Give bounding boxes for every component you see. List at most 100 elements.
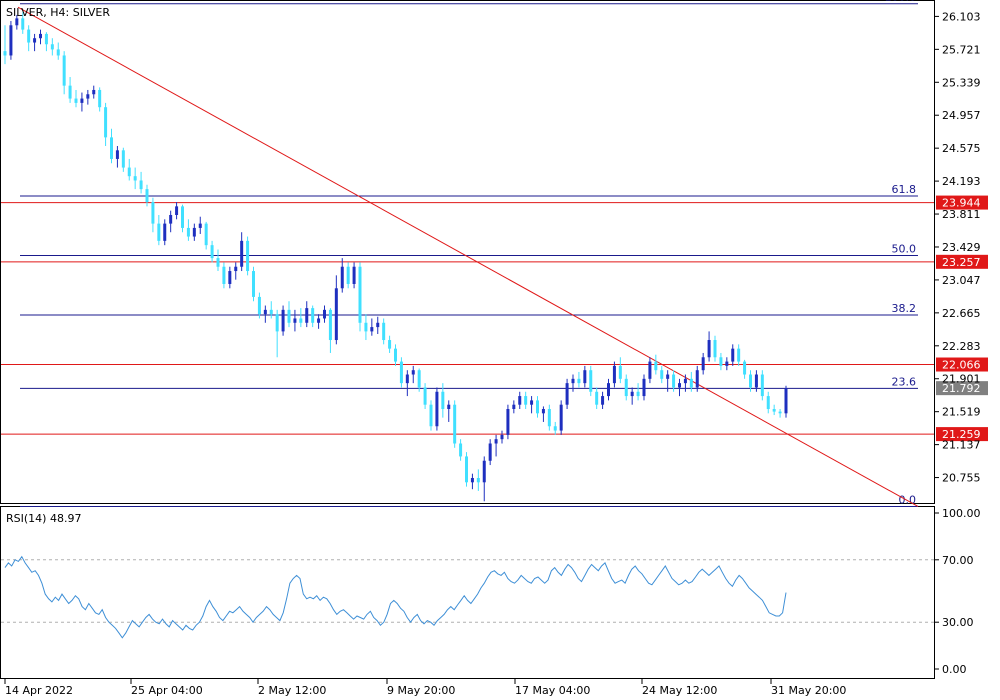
candle-body [388,340,392,349]
candle-body [175,206,179,215]
candle-body [470,477,474,483]
candle-body [459,443,463,457]
level-price-tag [936,427,988,442]
candle-body [246,240,250,272]
price-axis: 26.103 25.721 25.339 24.957 24.575 24.193 23.8… [935,10,981,485]
candle-body [772,409,776,412]
fib-level-label: 38.2 [892,302,917,315]
candle-body [299,318,303,323]
price-tick-label: 21.137 [942,439,981,452]
candle-body [121,150,125,168]
candle-body [115,150,119,159]
candle-body [476,477,480,483]
candle-body [766,396,770,410]
candle-body [317,318,321,323]
candle-body [9,25,13,56]
candle-body [305,308,309,323]
time-axis: 14 Apr 2022 25 Apr 04:00 2 May 12:00 9 May … [4,679,846,697]
price-tick-label: 24.193 [942,175,981,188]
price-tick-label: 22.665 [942,307,981,320]
candle-body [423,387,427,405]
candle-body [577,378,581,384]
candle-body [411,370,415,375]
candle-body [139,180,143,190]
candle-body [228,271,232,284]
candle-body [222,266,226,284]
candle-body [624,378,628,397]
candle-body [376,322,380,328]
level-price-tag-label: 23.257 [942,256,981,269]
candle-body [494,439,498,444]
candle-body [719,357,723,366]
candle-body [683,378,687,384]
level-price-tag-label: 22.066 [942,359,981,372]
candle-body [358,266,362,323]
rsi-tick-label: 30.00 [942,616,974,629]
candle-body [293,318,297,323]
candle-body [559,404,563,431]
candle-body [500,434,504,440]
price-tick-label: 23.047 [942,274,981,287]
level-price-tag [936,357,988,372]
time-tick-label: 24 May 12:00 [642,684,717,697]
candle-body [571,378,575,384]
candle-body [382,322,386,341]
candle-body [334,288,338,341]
current-price-tag [936,381,988,396]
candle-body [713,340,717,358]
price-tick-label: 20.755 [942,472,981,485]
candle-body [488,443,492,461]
candle-body [547,409,551,427]
candle-body [642,378,646,397]
candle-body [743,361,747,375]
candle-body [33,38,37,43]
time-tick-label: 9 May 20:00 [387,684,455,697]
candle-body [275,314,279,332]
candle-body [441,391,445,410]
candle-body [405,374,409,384]
candle-body [482,460,486,483]
fib-level-label: 61.8 [892,183,917,196]
candle-body [749,374,752,388]
candle-body [21,18,25,30]
candle-body [323,309,326,319]
candle-body [133,176,137,181]
candle-body [601,396,605,405]
rsi-tick-label: 0.00 [942,663,967,676]
fib-level-label: 50.0 [892,243,917,256]
candle-body [56,49,60,56]
candle-body [269,309,273,315]
price-tick-label: 23.811 [942,208,981,221]
candle-body [352,266,356,284]
rsi-pane [0,506,935,679]
candle-body [68,85,72,99]
price-tick-label: 25.339 [942,76,981,89]
candle-body [163,223,167,241]
candle-body [263,309,267,315]
candle-body [607,383,610,397]
candle-body [565,383,569,405]
candle-body [465,456,468,483]
time-tick-label: 14 Apr 2022 [5,684,73,697]
candle-body [417,370,421,388]
price-tick-label: 22.283 [942,340,981,353]
candle-body [287,309,291,323]
price-tick-label: 26.103 [942,10,981,23]
candle-body [760,374,764,397]
candle-body [524,396,528,405]
candle-body [364,322,368,332]
candle-body [731,348,735,362]
level-price-tag-label: 21.259 [942,428,981,441]
time-tick-label: 17 May 04:00 [515,684,590,697]
current-price-tag-label: 21.792 [942,382,981,395]
time-tick-label: 25 Apr 04:00 [131,684,203,697]
fib-level-label: 23.6 [892,375,917,388]
time-tick-label: 31 May 20:00 [771,684,846,697]
price-tick-label: 21.901 [942,373,981,386]
candle-body [678,383,681,388]
candle-body [86,94,90,99]
trendline-layer [17,6,919,507]
level-price-tag [936,254,988,269]
candle-body [234,266,238,272]
price-tick-label: 25.721 [942,43,981,56]
